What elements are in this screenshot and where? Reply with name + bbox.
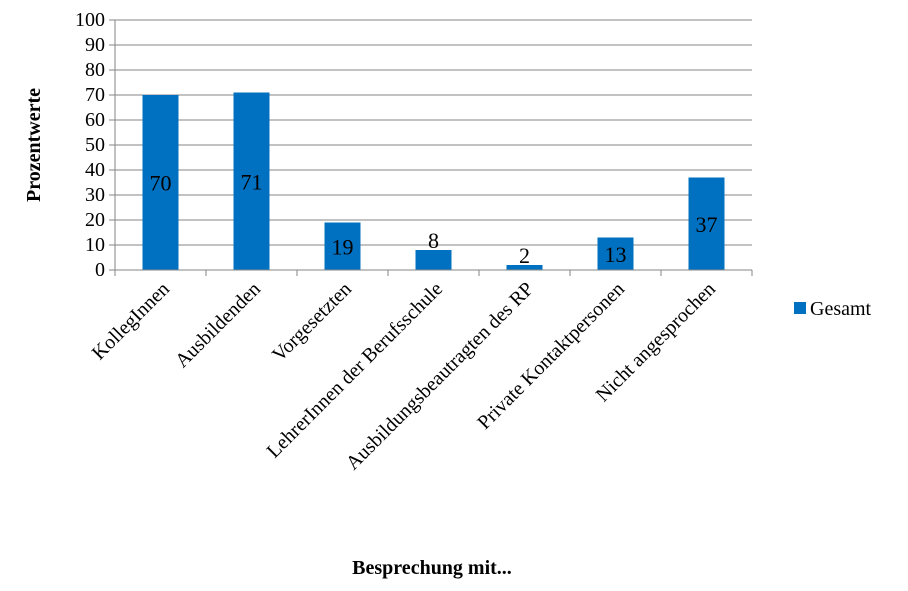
legend-label-gesamt: Gesamt: [810, 298, 872, 320]
y-tick-label-50: 50: [85, 134, 105, 156]
gridlines: [115, 19, 752, 246]
y-tick-label-0: 0: [95, 259, 105, 281]
legend-swatch-gesamt: [794, 302, 806, 314]
data-label-2: 19: [332, 234, 354, 259]
bar-4: [506, 265, 543, 270]
y-tick-label-80: 80: [85, 59, 105, 81]
bar-0: [142, 95, 179, 270]
data-label-0: 70: [150, 171, 172, 196]
category-label-3: LehrerInnen der Berufsschule: [263, 278, 447, 462]
category-label-2: Vorgesetzten: [268, 278, 356, 366]
y-tick-label-40: 40: [85, 159, 105, 181]
bars: [142, 92, 725, 270]
data-label-6: 37: [696, 212, 718, 237]
data-label-5: 13: [605, 242, 627, 267]
data-label-3: 8: [428, 228, 439, 253]
axes: [109, 19, 753, 276]
y-axis-title: Prozentwerte: [23, 88, 45, 202]
data-label-4: 2: [519, 243, 530, 268]
category-label-4: Ausbildungsbeautragten des RP: [342, 278, 538, 474]
category-label-1: Ausbildenden: [171, 278, 265, 372]
category-label-5: Private Kontaktpersonen: [473, 278, 629, 434]
y-tick-label-20: 20: [85, 209, 105, 231]
legend: Gesamt: [794, 298, 872, 320]
y-tick-label-100: 100: [75, 9, 105, 31]
x-axis-title: Besprechung mit...: [352, 557, 512, 579]
category-label-0: KollegInnen: [88, 278, 174, 364]
y-tick-label-30: 30: [85, 184, 105, 206]
y-tick-label-60: 60: [85, 109, 105, 131]
y-tick-label-70: 70: [85, 84, 105, 106]
bar-1: [233, 92, 270, 270]
data-label-1: 71: [241, 169, 263, 194]
bar-2: [324, 222, 361, 270]
bar-3: [415, 250, 452, 270]
y-tick-label-10: 10: [85, 234, 105, 256]
y-tick-label-90: 90: [85, 34, 105, 56]
bar-5: [597, 237, 634, 270]
bar-6: [688, 177, 725, 270]
